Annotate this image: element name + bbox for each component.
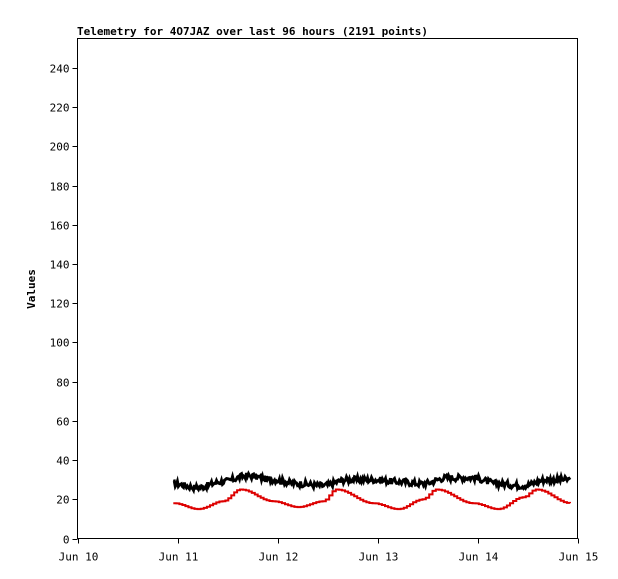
plot-frame [77,38,578,539]
y-tick-label: 180 [50,181,70,194]
y-tick-label: 240 [50,63,70,76]
series-line-1 [172,470,572,495]
series-line-2 [173,488,571,511]
x-tick-label: Jun 14 [459,551,499,564]
x-tick-label: Jun 15 [559,551,599,564]
y-tick-label: 40 [56,455,69,468]
chart-title: Telemetry for 4O7JAZ over last 96 hours … [77,25,428,38]
x-tick-label: Jun 11 [159,551,199,564]
y-tick-label: 160 [50,220,70,233]
y-tick-label: 80 [56,377,69,390]
y-axis: 0 20 40 60 80 100 120 140 160 180 200 220 240 [50,63,78,547]
series-layer [172,470,572,511]
y-tick-label: 20 [56,494,69,507]
y-axis-label: Values [25,269,38,309]
y-tick-label: 200 [50,141,70,154]
x-axis: Jun 10 Jun 11 Jun 12 Jun 13 Jun 14 Jun 15 [59,538,599,564]
x-tick-label: Jun 10 [59,551,99,564]
y-tick-label: 60 [56,416,69,429]
x-tick-label: Jun 12 [259,551,299,564]
y-tick-label: 140 [50,259,70,272]
y-tick-label: 0 [63,534,70,547]
y-tick-label: 220 [50,102,70,115]
x-tick-label: Jun 13 [359,551,399,564]
y-tick-label: 120 [50,298,70,311]
y-tick-label: 100 [50,337,70,350]
